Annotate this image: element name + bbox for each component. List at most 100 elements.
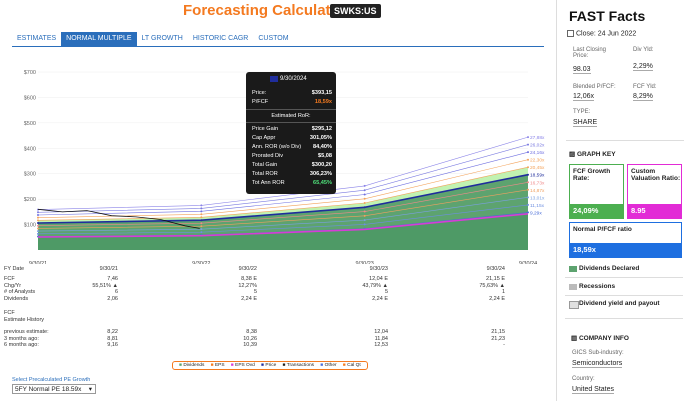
key-dividends-label: Dividends Declared <box>579 265 640 272</box>
country-label: Country: <box>572 376 595 382</box>
legend-item[interactable]: ■ Price <box>261 363 276 368</box>
multiple-line <box>37 144 529 213</box>
fy-date-value: 9/30/22 <box>238 266 257 272</box>
tooltip-ror-row: Prorated Div $5,08 <box>252 153 332 161</box>
price-line <box>37 208 200 229</box>
table-cell: 8,38 E <box>241 276 257 282</box>
key-dividend-yield-label: Dividend yield and payout <box>579 300 660 307</box>
multiple-label: 18,59x <box>530 173 545 179</box>
legend-item-label: Other <box>324 363 337 368</box>
table-cell: 1 <box>501 289 505 295</box>
legend-swatch-icon: ■ <box>261 363 266 368</box>
fact-value-type: SHARE <box>573 119 598 127</box>
tooltip-ror-value: 84,40% <box>313 144 332 150</box>
tab-custom[interactable]: CUSTOM <box>258 35 289 42</box>
normal-pfcf-label: Normal P/FCF ratio <box>573 226 632 233</box>
tab-historic-cagr[interactable]: HISTORIC CAGR <box>192 35 249 42</box>
fact-label-pfcf: Blended P/FCF: <box>573 84 616 90</box>
multiple-point <box>37 232 39 235</box>
legend-item[interactable]: ■ EPS <box>211 363 225 368</box>
multiple-point <box>200 228 203 231</box>
tab-estimates[interactable]: ESTIMATES <box>17 35 57 42</box>
multiple-label: 16,73x <box>530 180 545 186</box>
multiple-point <box>37 211 39 214</box>
tooltip-ror-label: Total Gain <box>252 162 278 168</box>
multiple-point <box>363 206 366 209</box>
legend-item[interactable]: ■ EPS Ovd <box>231 363 255 368</box>
y-tick-label: $700 <box>24 70 36 76</box>
multiple-point <box>37 219 39 222</box>
lower-value-area <box>38 212 528 250</box>
tooltip-pfcf-value: 18,59x <box>314 99 332 105</box>
tooltip-ror-value: $5,08 <box>318 153 332 159</box>
forecast-chart[interactable]: $700 $600 $500 $400 $300 $200 $100 27,88x 26,02… <box>0 60 556 264</box>
fy-date-value: 9/30/21 <box>99 266 118 272</box>
tooltip-swatch <box>270 76 278 82</box>
multiple-point <box>527 166 529 169</box>
table-cell: 12,27% <box>238 282 257 289</box>
close-date: Close: 24 Jun 2022 <box>567 30 636 37</box>
multiple-line <box>37 182 529 226</box>
tooltip-ror-label: Prorated Div <box>252 153 284 159</box>
fact-label-price: Last Closing Price: <box>573 47 607 59</box>
key-dividends: Dividends Declared <box>569 265 640 272</box>
history-cell: 12,53 <box>374 342 388 348</box>
legend-swatch-icon: ■ <box>342 363 348 368</box>
data-table: FY Date 9/30/21 9/30/22 9/30/23 9/30/24 FCF 7,… <box>0 262 556 357</box>
key-divider-3 <box>565 318 683 319</box>
multiple-point <box>363 184 366 187</box>
y-tick-label: $600 <box>24 95 36 101</box>
dividend-yield-swatch <box>569 301 579 309</box>
table-row-label: Dividends <box>4 295 29 302</box>
multiple-point <box>200 204 203 207</box>
multiple-point <box>527 211 529 214</box>
multiple-label: 20,45x <box>530 165 545 171</box>
dividends-swatch <box>569 266 577 272</box>
legend-item[interactable]: ■ Dividends <box>179 363 204 368</box>
fact-value-fcfyld: 8,29% <box>633 93 653 101</box>
fcf-growth-value: 24,09% <box>570 204 623 218</box>
tooltip-ror-value: 65,45% <box>313 180 332 186</box>
multiple-point <box>527 151 529 154</box>
custom-valuation-line <box>37 213 529 238</box>
custom-valuation-box: Custom Valuation Ratio: 8.95 <box>627 164 682 219</box>
multiple-point <box>527 143 529 146</box>
chevron-down-icon: ▾ <box>88 386 92 393</box>
table-cell: 7,46 <box>107 276 118 282</box>
legend-item[interactable]: ■ Other <box>320 363 336 368</box>
multiple-line <box>37 204 529 235</box>
tooltip-ror-value: 301,05% <box>309 135 332 141</box>
country-value: United States <box>572 386 615 394</box>
key-recessions: Recessions <box>569 283 616 290</box>
tab-lt-growth[interactable]: LT GROWTH <box>141 35 183 42</box>
legend-item-label: Transactions <box>286 363 315 368</box>
history-title: FCF <box>4 310 15 316</box>
tab-underline <box>12 46 544 47</box>
tooltip-ror-row: Cap Appr 301,05% <box>252 135 332 143</box>
multiple-point <box>37 222 39 225</box>
custom-valuation-label: Custom Valuation Ratio: <box>631 168 681 182</box>
multiple-point <box>200 207 203 210</box>
legend-swatch-icon: ■ <box>320 363 325 368</box>
multiple-point <box>200 222 203 225</box>
multiple-line <box>37 173 529 224</box>
pe-growth-select[interactable]: 5FY Normal PE 18.59x ▾ <box>12 384 96 394</box>
multiple-line <box>37 136 529 210</box>
fy-date-value: 9/30/24 <box>486 266 505 272</box>
legend-item[interactable]: ■ Cal Qt <box>343 363 361 368</box>
history-cell: 11,84 <box>374 335 388 342</box>
key-recessions-label: Recessions <box>579 283 616 290</box>
tab-normal-multiple[interactable]: NORMAL MULTIPLE <box>61 32 137 46</box>
key-dividend-yield: Dividend yield and payout <box>569 300 660 309</box>
tooltip-pfcf-row: P/FCF 18,59x <box>252 99 332 107</box>
multiple-point <box>363 197 366 200</box>
legend-item[interactable]: ■ Transactions <box>283 363 314 368</box>
table-cell: 12,04 E <box>369 276 388 282</box>
y-tick-label: $400 <box>24 146 36 152</box>
history-cell: 21,23 <box>491 335 505 342</box>
custom-valuation-value: 8.95 <box>628 204 681 218</box>
multiple-point <box>37 230 39 233</box>
table-cell: 5 <box>384 289 388 295</box>
multiple-line <box>37 166 529 221</box>
legend-swatch-icon: ■ <box>179 363 184 368</box>
